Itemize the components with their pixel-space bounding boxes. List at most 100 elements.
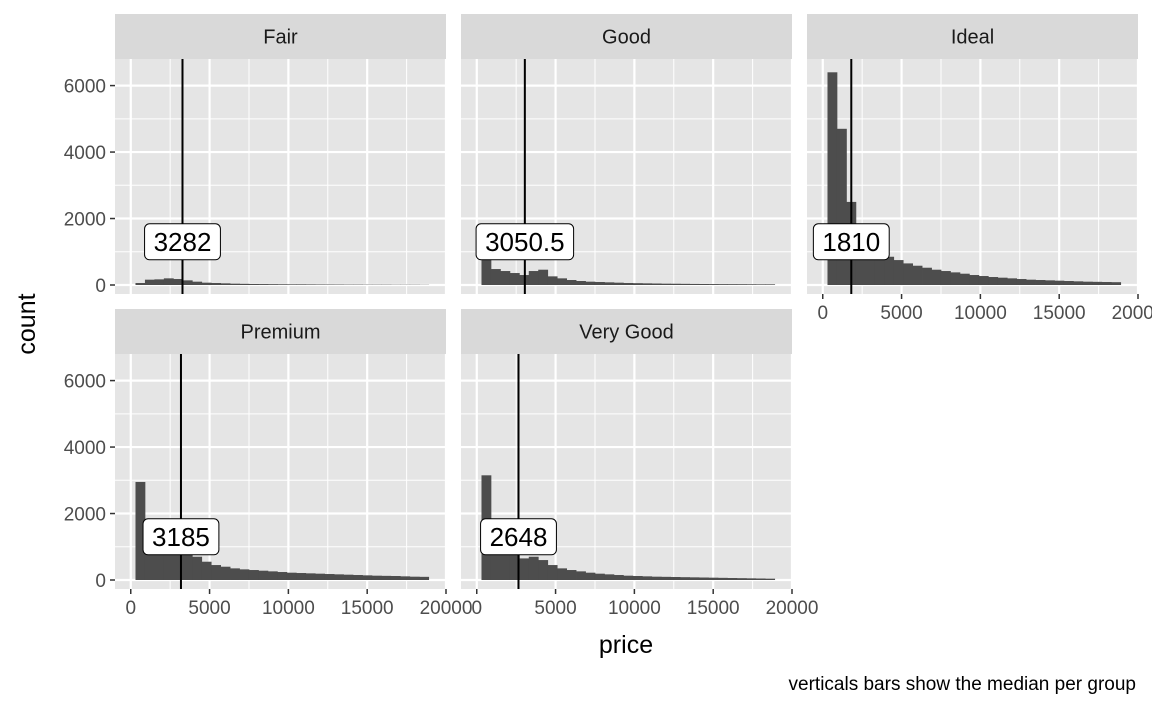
histogram-bar [239,569,250,580]
median-label-box [144,223,221,261]
x-tick-label: 20000 [420,598,473,619]
median-label-box [475,223,575,261]
median-label-box [812,223,890,261]
histogram-bar [670,283,681,285]
x-axis-title: price [599,631,653,659]
histogram-bar [305,284,316,285]
chart-caption: verticals bars show the median per group [788,674,1136,695]
x-tick-label: 5000 [534,598,576,619]
histogram-bar [267,284,278,285]
histogram-bar [576,571,586,580]
histogram-bar [912,265,923,285]
histogram-bar [613,282,624,285]
histogram-bar [699,284,709,285]
histogram-bar [381,575,392,580]
histogram-bar [959,273,970,285]
histogram-bar [642,576,653,580]
histogram-bar [135,283,146,285]
histogram-bar [708,284,719,285]
histogram-bar [258,284,269,285]
histogram-bar [755,284,766,285]
histogram-bar [755,578,766,580]
histogram-bar [528,271,539,285]
histogram-bar [594,282,605,285]
x-tick-label: 5000 [880,303,922,324]
histogram-bar [651,576,662,580]
histogram-bar [670,577,681,580]
x-tick-label: 5000 [188,598,230,619]
histogram-bar [865,251,876,285]
x-tick-label: 15000 [687,598,740,619]
histogram-bar [708,577,719,580]
histogram-bar [1063,281,1074,285]
histogram-bar [1054,280,1065,285]
y-tick-label: 2000 [64,210,106,231]
histogram-bar [201,282,212,285]
histogram-bar [557,568,568,580]
histogram-bar [1016,279,1027,285]
histogram-bar [661,576,672,580]
histogram-bar [1007,278,1018,285]
histogram-bar [689,577,700,580]
histogram-bar [362,575,373,580]
histogram-bar [566,570,577,580]
strip-very-good [461,309,792,354]
histogram-bar [1111,282,1122,285]
y-axis-title: count [13,293,41,354]
histogram-bar [305,573,316,580]
histogram-bar [230,568,240,580]
histogram-bar [409,576,420,580]
histogram-bar [717,284,728,285]
histogram-bar [296,284,307,285]
y-tick-label: 4000 [64,143,106,164]
strip-label: Fair [263,27,298,49]
median-label-box [142,518,220,556]
histogram-bar [736,578,747,580]
strip-premium [115,309,446,354]
histogram-bar [192,556,203,580]
histogram-bar [765,578,776,580]
histogram-bar [173,553,184,580]
median-label: 2648 [490,522,548,552]
histogram-bar [154,545,165,580]
histogram-bar [163,278,174,285]
histogram-bar [500,271,511,285]
histogram-bar [211,283,222,285]
histogram-bar [969,275,980,285]
strip-label: Ideal [951,27,994,49]
histogram-bar [884,256,895,285]
histogram-bar [1045,280,1055,285]
histogram-bar [267,571,278,580]
histogram-bar [978,276,989,285]
histogram-bar [286,572,297,580]
histogram-bar [836,128,847,285]
median-label: 3050.5 [485,227,565,257]
strip-ideal [807,14,1138,59]
x-tick-label: 0 [817,303,828,324]
histogram-bar [632,283,643,285]
histogram-bar [736,284,747,285]
histogram-bar [699,577,709,580]
histogram-bar [296,573,307,580]
median-label: 3185 [152,522,210,552]
histogram-bar [353,575,363,580]
y-tick-label: 4000 [64,438,106,459]
histogram-bar [528,556,539,580]
histogram-bar [400,576,411,580]
histogram-bar [594,573,605,580]
histogram-bar [220,566,231,580]
histogram-bar [163,550,174,580]
histogram-bar [211,565,222,580]
histogram-bar [746,284,757,285]
histogram-bar [566,280,577,285]
histogram-bar [746,578,757,580]
histogram-bar [500,543,511,580]
histogram-bar [481,259,492,285]
histogram-bar [201,561,212,580]
histogram-bar [509,273,520,285]
histogram-bar [827,72,838,285]
histogram-bar [1073,281,1084,285]
histogram-bar [1026,279,1036,285]
histogram-bar [490,269,501,285]
histogram-bar [419,576,430,580]
